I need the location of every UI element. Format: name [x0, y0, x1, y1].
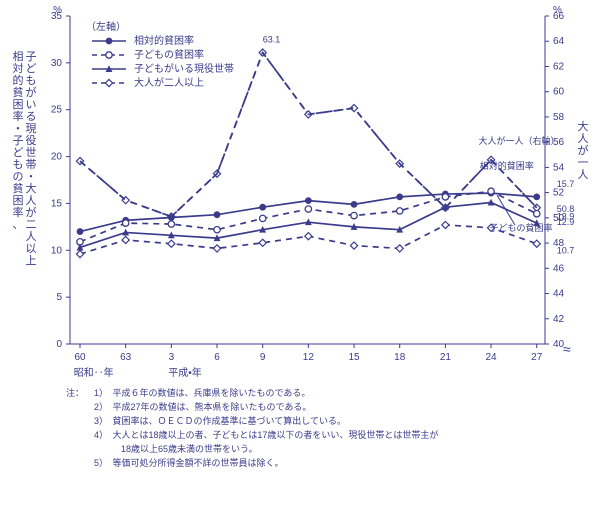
y-unit-right: % — [553, 5, 562, 16]
annotation: 15.7 — [557, 179, 575, 189]
annotation: 10.7 — [557, 246, 575, 256]
legend-header: （左軸） — [86, 20, 126, 33]
xtick: 27 — [531, 352, 543, 363]
xtick: 21 — [440, 352, 452, 363]
ytick-left: 0 — [56, 339, 62, 350]
xtick: 6 — [214, 352, 220, 363]
ytick-right: 44 — [553, 289, 565, 300]
ytick-right: 64 — [553, 36, 565, 47]
note-line: 18歳以上65歳未満の世帯をいう。 — [94, 443, 257, 454]
annotation: 63.1 — [263, 35, 281, 45]
note-line: 3） 貧困率は、ＯＥＣＤの作成基準に基づいて算出している。 — [94, 415, 346, 426]
xtick: 63 — [120, 352, 132, 363]
ytick-right: 54 — [553, 162, 565, 173]
annotation: 大人が一人（右軸） — [479, 135, 560, 146]
annotation: 12.9 — [557, 217, 575, 227]
xtick: 18 — [394, 352, 406, 363]
y-unit-left: % — [53, 5, 62, 16]
ytick-left: 5 — [56, 292, 62, 303]
callout-line — [497, 195, 515, 225]
xtick: 3 — [169, 352, 175, 363]
legend-item: 相対的貧困率 — [134, 34, 194, 47]
ytick-left: 30 — [51, 58, 63, 69]
annotation: 子どもの貧困率 — [490, 222, 553, 233]
note-line: 4） 大人とは18歳以上の者、子どもとは17歳以下の者をいい、現役世帯とは世帯主… — [94, 429, 438, 440]
y-label-right: 大人が一人 — [578, 119, 589, 181]
ytick-right: 46 — [553, 263, 565, 274]
era-label: 平成•年 — [168, 366, 202, 379]
ytick-right: 52 — [553, 188, 565, 199]
ytick-left: 20 — [51, 152, 63, 163]
xtick: 60 — [74, 352, 86, 363]
ytick-right: 58 — [553, 112, 565, 123]
legend-item: 子どもの貧困率 — [134, 48, 204, 61]
note-line: 1） 平成６年の数値は、兵庫県を除いたものである。 — [94, 387, 310, 398]
poverty-rate-chart: 05101520253035%4042444648505254565860626… — [0, 0, 600, 509]
ytick-left: 10 — [51, 245, 63, 256]
annotation: 相対的貧困率 — [480, 160, 534, 171]
axis-break-icon: ≈ — [563, 341, 571, 357]
note-line: 2） 平成27年の数値は、熊本県を除いたものである。 — [94, 401, 311, 412]
y-label-left: 相対的貧困率・子どもの貧困率、子どもがいる現役世帯・大人が二人以上 — [13, 50, 37, 267]
ytick-left: 15 — [51, 198, 63, 209]
legend-item: 子どもがいる現役世帯 — [134, 62, 234, 75]
ytick-right: 42 — [553, 314, 565, 325]
ytick-right: 62 — [553, 61, 565, 72]
legend-item: 大人が二人以上 — [134, 76, 204, 89]
notes-header: 注： — [66, 387, 84, 398]
xtick: 9 — [260, 352, 266, 363]
ytick-right: 60 — [553, 87, 565, 98]
ytick-left: 25 — [51, 105, 63, 116]
xtick: 15 — [348, 352, 360, 363]
xtick: 24 — [485, 352, 497, 363]
era-label: 昭和‥年 — [74, 366, 114, 379]
note-line: 5） 等価可処分所得金額不詳の世帯員は除く。 — [94, 457, 284, 468]
xtick: 12 — [303, 352, 315, 363]
